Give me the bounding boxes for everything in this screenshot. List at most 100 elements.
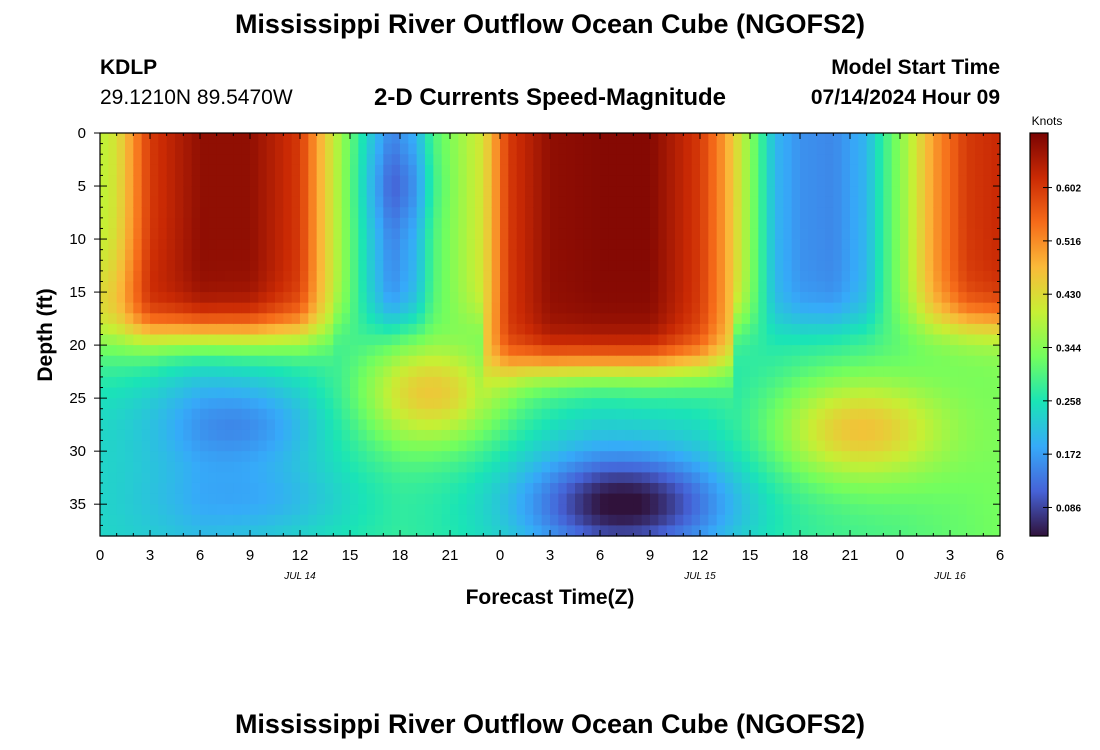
heatmap-cell [675, 164, 684, 177]
heatmap-cell [408, 472, 418, 484]
heatmap-cell [108, 408, 118, 420]
heatmap-cell [366, 292, 376, 304]
heatmap-cell [450, 249, 459, 261]
heatmap-cell [608, 514, 618, 526]
heatmap-cell [966, 440, 976, 452]
heatmap-cell [316, 514, 326, 526]
heatmap-cell [925, 313, 934, 325]
heatmap-cell [408, 207, 418, 219]
heatmap-cell [966, 419, 976, 431]
heatmap-cell [116, 228, 126, 240]
heatmap-cell [141, 207, 151, 219]
heatmap-cell [625, 504, 634, 516]
heatmap-cell [591, 472, 601, 484]
heatmap-cell [783, 143, 793, 155]
heatmap-cell [825, 525, 834, 537]
heatmap-cell [908, 408, 918, 420]
heatmap-cell [691, 366, 701, 378]
heatmap-cell [200, 260, 209, 272]
heatmap-cell [391, 196, 401, 208]
heatmap-cell [958, 440, 968, 452]
heatmap-cell [433, 196, 443, 208]
heatmap-cell [500, 451, 509, 463]
heatmap-cell [141, 525, 151, 537]
heatmap-cell [183, 270, 193, 283]
heatmap-cell [200, 270, 209, 283]
heatmap-cell [150, 408, 159, 420]
heatmap-cell [291, 133, 301, 145]
heatmap-cell [908, 387, 918, 399]
heatmap-cell [183, 451, 193, 463]
heatmap-cell [425, 217, 434, 230]
heatmap-cell [233, 323, 243, 336]
heatmap-cell [841, 175, 851, 187]
heatmap-cell [575, 429, 584, 442]
heatmap-cell [958, 270, 968, 283]
heatmap-cell [241, 270, 251, 283]
heatmap-cell [316, 217, 326, 230]
heatmap-cell [275, 313, 284, 325]
heatmap-cell [266, 292, 276, 304]
heatmap-cell [108, 334, 118, 346]
heatmap-cell [758, 281, 768, 293]
heatmap-cell [283, 429, 293, 442]
heatmap-cell [483, 493, 493, 505]
heatmap-cell [375, 281, 384, 293]
heatmap-cell [475, 387, 484, 399]
heatmap-cell [783, 186, 793, 198]
heatmap-cell [583, 355, 593, 367]
heatmap-cell [533, 429, 543, 442]
heatmap-cell [408, 419, 418, 431]
heatmap-cell [900, 323, 909, 336]
heatmap-cell [391, 281, 401, 293]
heatmap-cell [700, 429, 709, 442]
heatmap-cell [791, 260, 801, 272]
colorbar-tick-label: 0.344 [1056, 344, 1081, 355]
heatmap-cell [841, 249, 851, 261]
heatmap-cell [200, 472, 209, 484]
heatmap-cell [450, 292, 459, 304]
heatmap-cell [858, 270, 868, 283]
heatmap-cell [816, 504, 826, 516]
heatmap-cell [358, 323, 368, 336]
heatmap-cell [508, 345, 518, 357]
heatmap-cell [833, 249, 843, 261]
heatmap-cell [391, 292, 401, 304]
heatmap-cell [233, 429, 243, 442]
heatmap-cell [200, 440, 209, 452]
heatmap-cell [525, 133, 534, 145]
heatmap-cell [608, 313, 618, 325]
heatmap-cell [650, 514, 659, 526]
heatmap-cell [941, 154, 951, 166]
heatmap-cell [166, 334, 176, 346]
heatmap-cell [241, 429, 251, 442]
heatmap-cell [900, 451, 909, 463]
heatmap-cell [350, 175, 359, 187]
heatmap-cell [475, 461, 484, 473]
heatmap-cell [600, 175, 609, 187]
heatmap-cell [333, 270, 343, 283]
heatmap-cell [791, 313, 801, 325]
heatmap-cell [100, 228, 109, 240]
heatmap-cell [316, 207, 326, 219]
heatmap-cell [491, 398, 501, 410]
heatmap-cell [491, 175, 501, 187]
heatmap-cell [675, 313, 684, 325]
heatmap-cell [691, 408, 701, 420]
heatmap-cell [775, 270, 784, 283]
heatmap-cell [933, 186, 943, 198]
heatmap-cell [283, 228, 293, 240]
heatmap-cell [333, 429, 343, 442]
heatmap-cell [283, 143, 293, 155]
heatmap-cell [891, 334, 901, 346]
heatmap-cell [350, 514, 359, 526]
heatmap-cell [983, 387, 993, 399]
heatmap-cell [100, 376, 109, 389]
heatmap-cell [858, 355, 868, 367]
heatmap-cell [108, 366, 118, 378]
heatmap-cell [933, 323, 943, 336]
heatmap-cell [500, 228, 509, 240]
heatmap-cell [741, 217, 751, 230]
heatmap-cell [425, 419, 434, 431]
heatmap-cell [875, 482, 884, 495]
